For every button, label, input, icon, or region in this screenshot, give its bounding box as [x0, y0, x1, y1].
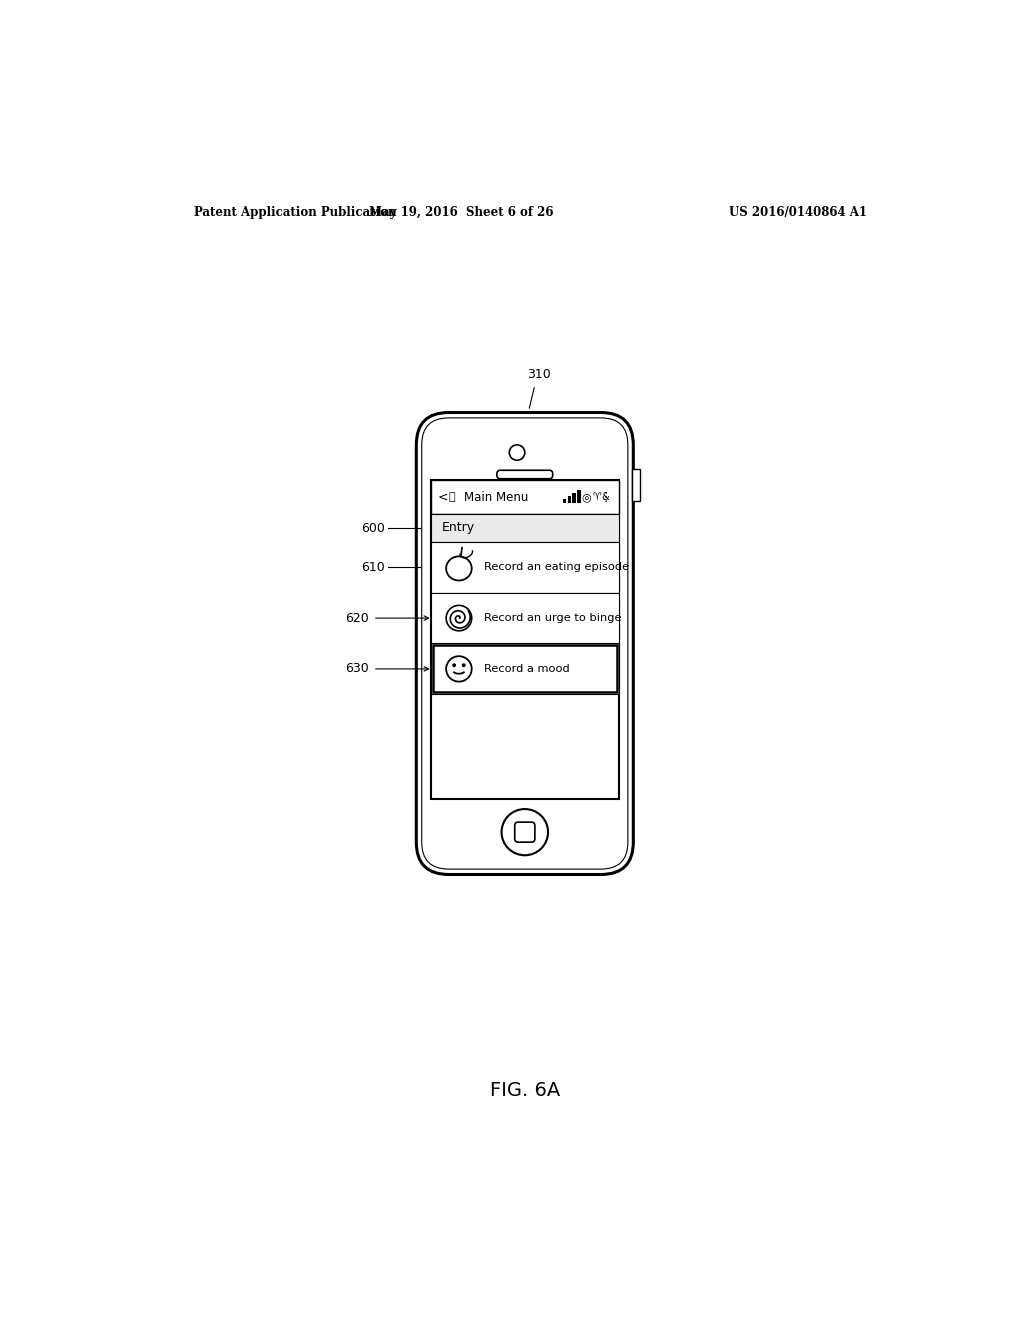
- Bar: [431, 480, 618, 515]
- Bar: [431, 643, 618, 694]
- Text: Record an eating episode: Record an eating episode: [483, 562, 629, 573]
- Text: 600: 600: [360, 521, 385, 535]
- Text: 620: 620: [345, 611, 369, 624]
- FancyBboxPatch shape: [422, 418, 628, 869]
- Text: 610: 610: [360, 561, 385, 574]
- Text: ◎: ◎: [582, 492, 591, 502]
- Ellipse shape: [446, 556, 472, 581]
- Text: Record a mood: Record a mood: [483, 664, 569, 675]
- Text: Patent Application Publication: Patent Application Publication: [194, 206, 396, 219]
- Bar: [431, 480, 618, 799]
- Circle shape: [453, 663, 456, 667]
- Text: Entry: Entry: [442, 521, 475, 535]
- Circle shape: [462, 663, 466, 667]
- FancyBboxPatch shape: [417, 413, 633, 875]
- Text: US 2016/0140864 A1: US 2016/0140864 A1: [729, 206, 867, 219]
- Text: May 19, 2016  Sheet 6 of 26: May 19, 2016 Sheet 6 of 26: [369, 206, 554, 219]
- Circle shape: [509, 445, 524, 461]
- FancyBboxPatch shape: [515, 822, 535, 842]
- Text: FIG. 6A: FIG. 6A: [489, 1081, 560, 1100]
- Text: ⛹: ⛹: [449, 492, 455, 502]
- Text: Record an urge to binge: Record an urge to binge: [483, 612, 622, 623]
- Text: 310: 310: [527, 368, 551, 381]
- Circle shape: [502, 809, 548, 855]
- Bar: [433, 645, 616, 693]
- Bar: [632, 469, 640, 502]
- Bar: [431, 541, 618, 593]
- Bar: [431, 513, 618, 541]
- Text: Main Menu: Main Menu: [464, 491, 528, 504]
- Bar: [431, 593, 618, 644]
- Text: ♈: ♈: [592, 492, 601, 502]
- FancyBboxPatch shape: [497, 470, 553, 479]
- Text: &: &: [601, 492, 609, 502]
- Bar: [578, 490, 581, 503]
- Circle shape: [446, 656, 472, 681]
- Bar: [572, 494, 575, 503]
- Bar: [563, 499, 566, 503]
- Text: <: <: [437, 491, 447, 504]
- Text: ⋮: ⋮: [600, 491, 612, 504]
- Text: 630: 630: [345, 663, 369, 676]
- Bar: [567, 496, 571, 503]
